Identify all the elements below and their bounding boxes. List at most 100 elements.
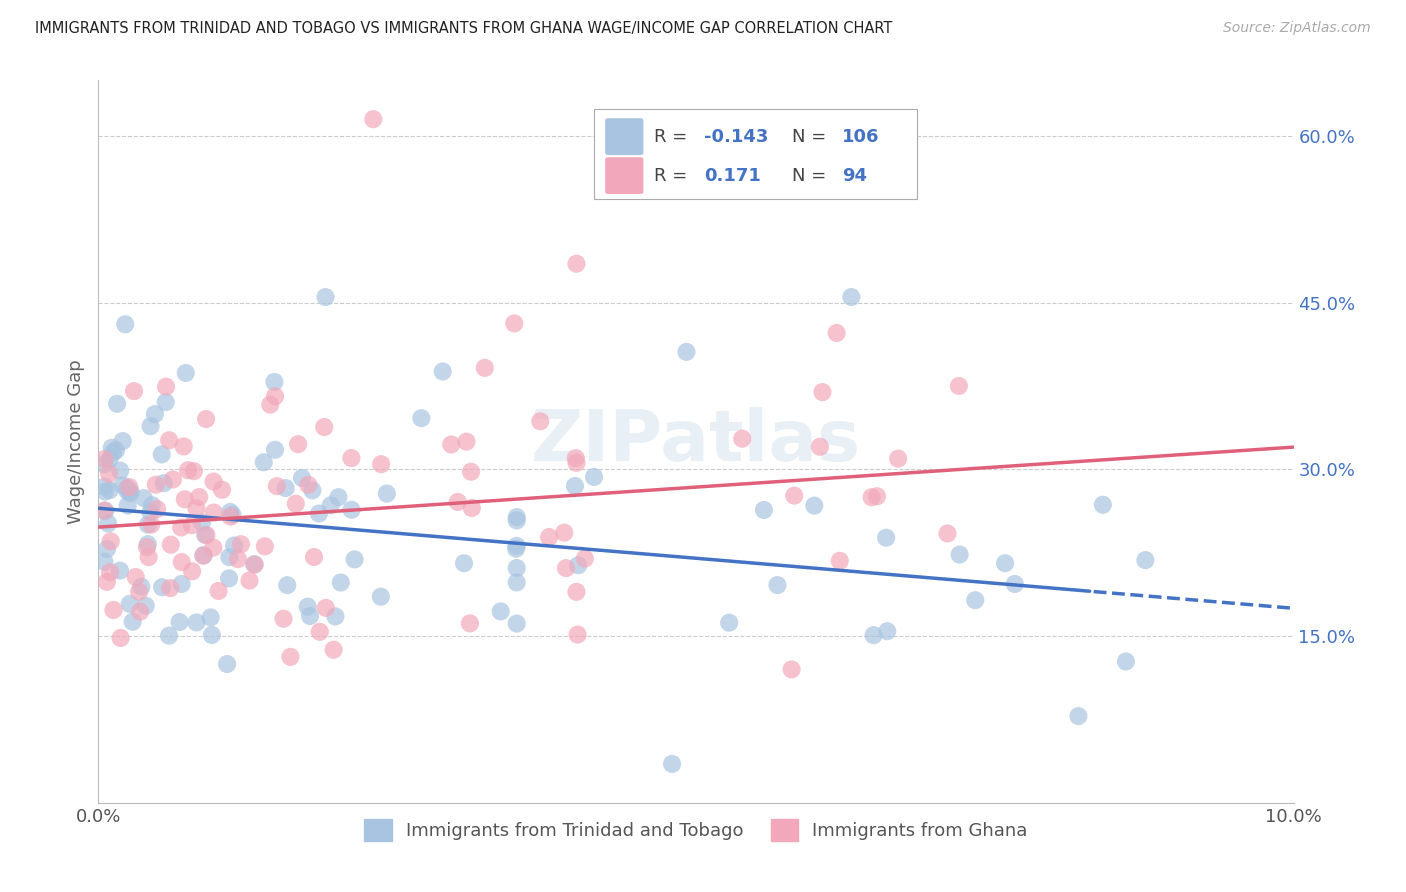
Point bbox=[174, 366, 197, 380]
Point bbox=[718, 615, 741, 630]
Point bbox=[125, 570, 148, 584]
Point bbox=[105, 397, 128, 411]
Point bbox=[564, 451, 586, 466]
Point bbox=[489, 604, 512, 618]
Point bbox=[207, 583, 229, 598]
Point bbox=[340, 451, 363, 466]
FancyBboxPatch shape bbox=[605, 157, 644, 194]
Point bbox=[297, 478, 319, 492]
Point bbox=[811, 385, 834, 400]
Point bbox=[828, 554, 851, 568]
Point bbox=[221, 508, 243, 522]
Point bbox=[461, 501, 484, 516]
Point bbox=[783, 489, 806, 503]
Point bbox=[146, 502, 169, 516]
Point bbox=[141, 498, 163, 512]
Point bbox=[243, 558, 266, 572]
Point bbox=[994, 556, 1017, 570]
Point bbox=[193, 549, 215, 563]
Point bbox=[229, 537, 252, 551]
Point bbox=[93, 479, 115, 493]
Point bbox=[553, 525, 575, 540]
Point bbox=[118, 597, 141, 611]
Point bbox=[876, 624, 898, 639]
Point bbox=[329, 575, 352, 590]
Point bbox=[766, 578, 789, 592]
Point bbox=[340, 502, 363, 516]
Point bbox=[177, 463, 200, 477]
Point bbox=[157, 434, 180, 448]
Point bbox=[100, 441, 122, 455]
Point bbox=[103, 603, 125, 617]
Point bbox=[201, 628, 224, 642]
Point bbox=[948, 379, 970, 393]
Point bbox=[159, 538, 181, 552]
Point bbox=[98, 452, 121, 467]
Point bbox=[219, 509, 242, 524]
Point bbox=[274, 481, 297, 495]
Point bbox=[118, 480, 141, 494]
Point bbox=[131, 580, 153, 594]
Point bbox=[322, 642, 344, 657]
Point bbox=[302, 549, 325, 564]
Point bbox=[860, 490, 883, 504]
Point bbox=[93, 555, 115, 569]
Point bbox=[143, 407, 166, 421]
Point bbox=[841, 290, 863, 304]
Point bbox=[875, 531, 897, 545]
Point bbox=[114, 318, 136, 332]
Point bbox=[328, 490, 350, 504]
Point bbox=[301, 483, 323, 498]
Point bbox=[456, 434, 478, 449]
Point bbox=[155, 395, 177, 409]
Point bbox=[1135, 553, 1157, 567]
Point bbox=[120, 484, 142, 499]
Point bbox=[936, 526, 959, 541]
Point bbox=[453, 556, 475, 570]
Text: N =: N = bbox=[792, 167, 831, 185]
Point bbox=[211, 483, 233, 497]
Point bbox=[503, 317, 526, 331]
Point bbox=[94, 504, 117, 518]
Point bbox=[887, 451, 910, 466]
Point bbox=[852, 112, 875, 127]
Point bbox=[93, 458, 115, 472]
Point bbox=[314, 420, 336, 434]
Y-axis label: Wage/Income Gap: Wage/Income Gap bbox=[66, 359, 84, 524]
Point bbox=[661, 756, 683, 771]
Point bbox=[111, 434, 134, 448]
Point bbox=[105, 443, 128, 458]
Point bbox=[93, 452, 115, 467]
Point bbox=[298, 609, 321, 624]
Point bbox=[110, 631, 132, 645]
Point bbox=[141, 517, 163, 532]
Point bbox=[97, 516, 120, 531]
Point bbox=[432, 364, 454, 378]
Point bbox=[474, 360, 496, 375]
Legend: Immigrants from Trinidad and Tobago, Immigrants from Ghana: Immigrants from Trinidad and Tobago, Imm… bbox=[357, 812, 1035, 848]
Point bbox=[170, 577, 193, 591]
Text: 106: 106 bbox=[842, 128, 879, 145]
Point bbox=[284, 497, 307, 511]
Point bbox=[370, 590, 392, 604]
Point bbox=[202, 506, 225, 520]
Point bbox=[188, 490, 211, 504]
Point bbox=[218, 550, 240, 565]
Point bbox=[567, 627, 589, 641]
Point bbox=[193, 548, 215, 562]
Point bbox=[194, 528, 217, 542]
Point bbox=[191, 516, 214, 530]
Point bbox=[1115, 655, 1137, 669]
Point bbox=[287, 437, 309, 451]
Point bbox=[169, 615, 191, 629]
Point bbox=[949, 548, 972, 562]
Text: Source: ZipAtlas.com: Source: ZipAtlas.com bbox=[1223, 21, 1371, 35]
Point bbox=[117, 499, 139, 513]
Text: R =: R = bbox=[654, 128, 693, 145]
Text: -0.143: -0.143 bbox=[704, 128, 769, 145]
Point bbox=[506, 616, 529, 631]
Point bbox=[1067, 709, 1090, 723]
Point bbox=[264, 389, 287, 403]
Point bbox=[150, 447, 173, 461]
Point bbox=[375, 486, 398, 500]
